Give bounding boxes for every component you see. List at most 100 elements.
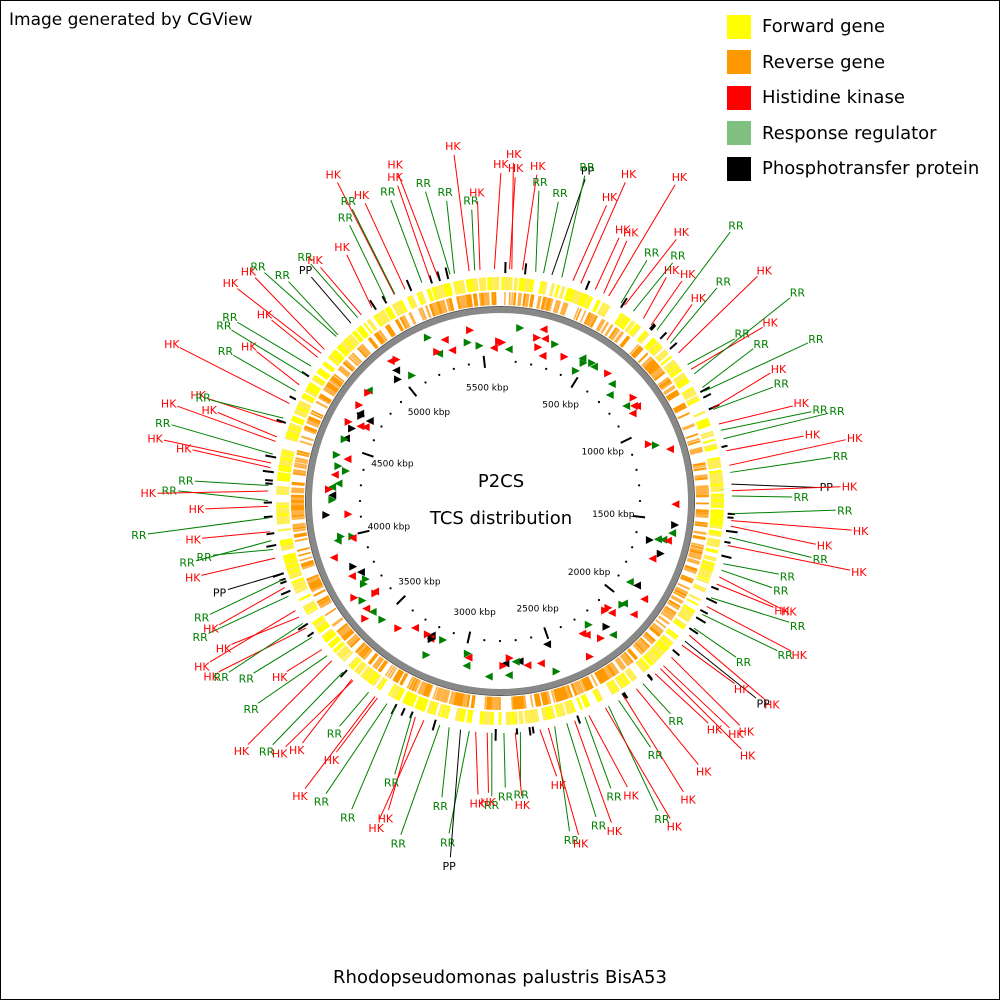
backbone-edge bbox=[305, 306, 695, 696]
forward-gene-mark bbox=[523, 278, 529, 292]
feature-label: PP bbox=[299, 264, 313, 277]
reverse-gene-mark bbox=[586, 313, 594, 326]
reverse-gene-mark bbox=[590, 315, 599, 328]
feature-label: HK bbox=[378, 813, 394, 826]
tcs-arrow-mark bbox=[463, 649, 472, 658]
reverse-gene-mark bbox=[394, 670, 405, 684]
forward-gene-mark bbox=[291, 576, 305, 585]
forward-gene-mark bbox=[280, 451, 295, 457]
feature-label: RR bbox=[250, 260, 266, 273]
forward-gene-mark bbox=[592, 689, 601, 703]
forward-gene-mark bbox=[286, 430, 300, 438]
forward-gene-mark bbox=[558, 702, 567, 717]
minor-tick bbox=[452, 367, 455, 370]
forward-gene-mark bbox=[468, 278, 475, 293]
forward-gene-mark bbox=[479, 711, 484, 725]
tcs-arrow-mark bbox=[348, 424, 357, 433]
reverse-gene-mark bbox=[470, 695, 476, 709]
feature-leader-line bbox=[721, 569, 773, 589]
forward-gene-mark bbox=[327, 635, 340, 647]
forward-gene-mark bbox=[426, 700, 435, 714]
feature-leader-line bbox=[684, 640, 757, 699]
feature-label: PP bbox=[757, 698, 771, 711]
tcs-arrow-mark bbox=[489, 343, 498, 352]
forward-gene-mark bbox=[277, 471, 291, 478]
tcs-arrow-mark bbox=[408, 371, 417, 380]
outer-feature-mark bbox=[646, 674, 654, 682]
feature-label: RR bbox=[591, 819, 607, 832]
tcs-arrow-mark bbox=[448, 346, 457, 355]
feature-label: HK bbox=[368, 822, 384, 835]
forward-gene-mark bbox=[421, 698, 429, 712]
forward-gene-mark bbox=[460, 708, 467, 723]
reverse-gene-mark bbox=[358, 345, 370, 357]
forward-gene-mark bbox=[298, 400, 312, 410]
forward-gene-mark bbox=[356, 662, 368, 676]
reverse-gene-mark bbox=[561, 686, 569, 700]
reverse-gene-mark bbox=[585, 676, 594, 689]
feature-label: HK bbox=[272, 671, 288, 684]
outer-feature-mark bbox=[672, 649, 681, 657]
forward-gene-mark bbox=[363, 322, 373, 334]
feature-leader-line bbox=[693, 297, 791, 375]
feature-leader-line bbox=[209, 579, 283, 615]
reverse-gene-mark bbox=[629, 343, 640, 355]
feature-label: RR bbox=[440, 836, 456, 849]
forward-gene-mark bbox=[540, 707, 548, 721]
feature-leader-line bbox=[561, 175, 586, 278]
forward-gene-mark bbox=[376, 676, 386, 690]
forward-gene-mark bbox=[277, 527, 292, 532]
reverse-gene-mark bbox=[317, 396, 331, 405]
reverse-gene-mark bbox=[460, 693, 467, 707]
reverse-gene-mark bbox=[511, 292, 514, 306]
feature-label: HK bbox=[762, 316, 778, 329]
feature-label: RR bbox=[579, 161, 595, 174]
forward-gene-mark bbox=[356, 327, 368, 340]
reverse-gene-mark bbox=[632, 643, 644, 655]
forward-gene-mark bbox=[518, 710, 524, 725]
legend-item-response-regulator: Response regulator bbox=[727, 116, 979, 152]
reverse-gene-mark bbox=[642, 357, 655, 369]
reverse-gene-mark bbox=[667, 601, 680, 611]
tcs-arrow-mark bbox=[645, 535, 654, 544]
feature-label: HK bbox=[223, 277, 239, 290]
feature-leader-line bbox=[237, 288, 322, 354]
forward-gene-mark bbox=[289, 422, 303, 431]
forward-gene-mark bbox=[692, 410, 706, 418]
forward-gene-mark bbox=[419, 290, 427, 305]
reverse-gene-mark bbox=[613, 330, 625, 344]
reverse-gene-mark bbox=[307, 415, 322, 425]
tcs-arrow-mark bbox=[640, 595, 649, 604]
forward-gene-mark bbox=[682, 604, 696, 614]
feature-leader-line bbox=[603, 240, 628, 294]
reverse-gene-mark bbox=[346, 633, 358, 645]
outer-feature-mark bbox=[649, 323, 656, 330]
feature-label: HK bbox=[739, 726, 755, 739]
feature-leader-line bbox=[566, 723, 597, 818]
feature-leader-line bbox=[660, 668, 742, 750]
forward-gene-mark bbox=[660, 355, 673, 366]
outer-feature-mark bbox=[369, 299, 377, 311]
reverse-gene-mark bbox=[337, 366, 350, 378]
tcs-arrow-mark bbox=[536, 659, 545, 668]
feature-leader-line bbox=[177, 405, 276, 442]
forward-gene-mark bbox=[703, 554, 717, 562]
tcs-arrow-mark bbox=[516, 324, 525, 333]
major-tick bbox=[570, 376, 579, 389]
reverse-gene-mark bbox=[453, 691, 460, 706]
minor-tick bbox=[380, 574, 383, 577]
minor-tick bbox=[559, 373, 562, 376]
legend-item-forward-gene: Forward gene bbox=[727, 9, 979, 45]
reverse-gene-mark bbox=[293, 532, 308, 538]
reverse-gene-mark bbox=[608, 326, 618, 339]
forward-gene-mark bbox=[364, 668, 376, 682]
reverse-gene-mark bbox=[294, 462, 308, 467]
feature-leader-line bbox=[237, 321, 312, 367]
outer-feature-mark bbox=[436, 271, 441, 282]
forward-gene-mark bbox=[369, 672, 380, 685]
feature-label: HK bbox=[257, 308, 273, 321]
reverse-gene-mark bbox=[424, 305, 432, 319]
feature-label: HK bbox=[354, 189, 370, 202]
forward-gene-mark bbox=[533, 708, 540, 723]
